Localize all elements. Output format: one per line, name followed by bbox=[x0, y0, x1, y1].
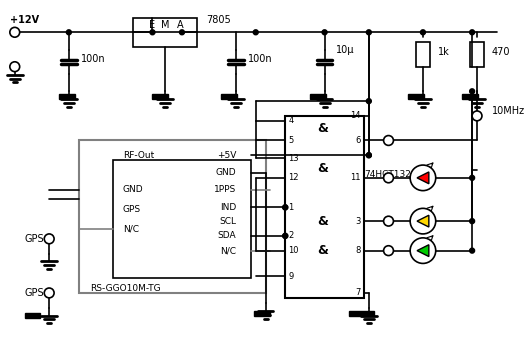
Text: +12V: +12V bbox=[10, 16, 39, 25]
Text: 1: 1 bbox=[288, 203, 294, 212]
Circle shape bbox=[384, 216, 393, 226]
Text: &: & bbox=[317, 122, 328, 135]
Text: N/C: N/C bbox=[123, 224, 139, 234]
Circle shape bbox=[45, 288, 54, 298]
Circle shape bbox=[366, 153, 372, 158]
Bar bbox=[349, 311, 374, 316]
Circle shape bbox=[66, 30, 72, 35]
Text: N/C: N/C bbox=[220, 246, 236, 255]
Text: 470: 470 bbox=[492, 47, 510, 57]
Circle shape bbox=[384, 136, 393, 145]
Bar bbox=[462, 94, 478, 99]
Circle shape bbox=[420, 30, 426, 35]
Text: 10: 10 bbox=[288, 246, 299, 255]
Circle shape bbox=[410, 208, 436, 234]
Circle shape bbox=[283, 205, 288, 210]
Text: 10µ: 10µ bbox=[337, 45, 355, 55]
Circle shape bbox=[322, 30, 327, 35]
Text: 7805: 7805 bbox=[207, 16, 231, 25]
Circle shape bbox=[283, 234, 288, 238]
Bar bbox=[254, 311, 269, 316]
Text: GPS: GPS bbox=[123, 205, 141, 214]
Circle shape bbox=[470, 89, 474, 94]
Polygon shape bbox=[417, 245, 429, 257]
Circle shape bbox=[470, 219, 474, 224]
Text: 2: 2 bbox=[288, 232, 294, 240]
Bar bbox=[310, 94, 325, 99]
Text: 100n: 100n bbox=[248, 54, 272, 64]
Circle shape bbox=[366, 99, 372, 103]
Text: SCL: SCL bbox=[219, 217, 236, 226]
Text: 1k: 1k bbox=[438, 47, 449, 57]
Bar bbox=[59, 94, 75, 99]
Text: &: & bbox=[317, 162, 328, 174]
Bar bbox=[133, 18, 197, 47]
Text: E: E bbox=[149, 20, 155, 30]
Circle shape bbox=[472, 111, 482, 121]
Circle shape bbox=[10, 62, 20, 72]
Circle shape bbox=[384, 246, 393, 256]
Text: 11: 11 bbox=[350, 173, 361, 183]
Text: &: & bbox=[317, 244, 328, 257]
Text: 10MHz: 10MHz bbox=[492, 106, 525, 116]
Text: 12: 12 bbox=[288, 173, 299, 183]
Text: 6: 6 bbox=[356, 136, 361, 145]
Bar bbox=[113, 160, 251, 278]
Bar bbox=[470, 42, 484, 67]
Bar bbox=[408, 94, 424, 99]
Circle shape bbox=[283, 205, 288, 210]
Text: M: M bbox=[161, 20, 170, 30]
Circle shape bbox=[470, 248, 474, 253]
Circle shape bbox=[253, 30, 258, 35]
Text: GND: GND bbox=[123, 185, 144, 194]
Text: GND: GND bbox=[215, 168, 236, 177]
Text: IND: IND bbox=[220, 203, 236, 212]
Bar bbox=[416, 42, 430, 67]
Bar bbox=[222, 94, 237, 99]
Bar bbox=[78, 141, 266, 293]
Text: 7: 7 bbox=[356, 288, 361, 297]
Text: 5: 5 bbox=[288, 136, 294, 145]
Circle shape bbox=[366, 30, 372, 35]
Text: 74HCT132: 74HCT132 bbox=[364, 170, 411, 179]
Text: 100n: 100n bbox=[81, 54, 105, 64]
Bar bbox=[285, 116, 364, 298]
Bar bbox=[153, 94, 168, 99]
Text: 8: 8 bbox=[356, 246, 361, 255]
Circle shape bbox=[470, 175, 474, 180]
Polygon shape bbox=[417, 215, 429, 227]
Circle shape bbox=[366, 153, 372, 158]
Text: GPS: GPS bbox=[24, 234, 44, 244]
Circle shape bbox=[384, 173, 393, 183]
Text: GPS: GPS bbox=[24, 288, 44, 298]
Text: &: & bbox=[317, 215, 328, 227]
Circle shape bbox=[470, 30, 474, 35]
Circle shape bbox=[45, 234, 54, 244]
Text: SDA: SDA bbox=[217, 232, 236, 240]
Circle shape bbox=[410, 165, 436, 191]
Bar bbox=[24, 313, 40, 317]
Circle shape bbox=[10, 27, 20, 37]
Text: A: A bbox=[176, 20, 183, 30]
Text: RF-Out: RF-Out bbox=[123, 151, 154, 160]
Circle shape bbox=[180, 30, 184, 35]
Text: +5V: +5V bbox=[217, 151, 236, 160]
Text: 13: 13 bbox=[288, 154, 299, 163]
Polygon shape bbox=[417, 172, 429, 184]
Circle shape bbox=[150, 30, 155, 35]
Text: 9: 9 bbox=[288, 272, 294, 281]
Circle shape bbox=[283, 234, 288, 238]
Text: 14: 14 bbox=[350, 112, 361, 120]
Text: RS-GGO10M-TG: RS-GGO10M-TG bbox=[91, 284, 161, 292]
Text: 1PPS: 1PPS bbox=[214, 185, 236, 194]
Text: 3: 3 bbox=[356, 217, 361, 226]
Text: 4: 4 bbox=[288, 116, 294, 125]
Circle shape bbox=[410, 238, 436, 263]
